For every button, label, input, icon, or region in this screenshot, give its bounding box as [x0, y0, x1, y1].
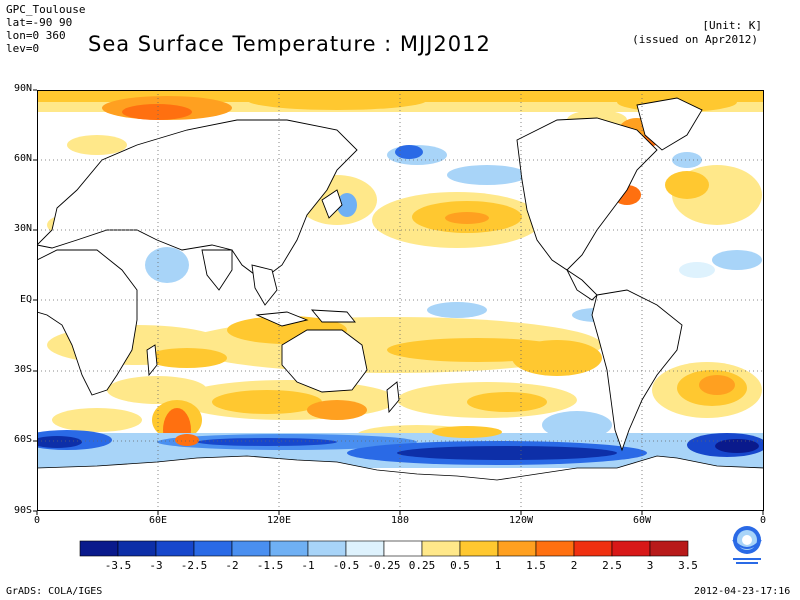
colorbar-tick-label: -1.5	[256, 559, 284, 572]
lat-label-60n: 60N	[13, 153, 32, 164]
colorbar-tick-label: -0.5	[332, 559, 360, 572]
lat-label-eq: EQ	[19, 294, 32, 305]
colorbar-swatch	[155, 540, 195, 557]
colorbar-tick-label: 2	[570, 559, 578, 572]
unit-label: [Unit: K]	[702, 19, 762, 32]
colorbar-tick-label: 3	[646, 559, 654, 572]
footer-credit: GrADS: COLA/IGES	[6, 586, 103, 597]
lev-label: lev=0	[6, 42, 40, 55]
colorbar-tick-label: 1.5	[526, 559, 546, 572]
colorbar-swatch	[383, 540, 423, 557]
colorbar-tick-label: 0.5	[450, 559, 470, 572]
colorbar-tick-label: 3.5	[678, 559, 698, 572]
colorbar-tick-label: 0.25	[408, 559, 436, 572]
southern-midlatitude-anomalies	[52, 362, 762, 455]
colorbar-swatch	[459, 540, 499, 557]
lon-label-0: 0	[33, 515, 41, 526]
sst-anomaly-map	[37, 90, 764, 511]
colorbar-tick-label: -2	[225, 559, 239, 572]
antarctica-land	[37, 455, 764, 511]
lon-label-0-east: 0	[759, 515, 767, 526]
lat-range-label: lat=-90 90	[6, 16, 73, 29]
colorbar-swatch	[421, 540, 461, 557]
colorbar-tick-label: 2.5	[602, 559, 622, 572]
colorbar-swatch	[269, 540, 309, 557]
colorbar-tick-label: -3	[149, 559, 163, 572]
lon-range-label: lon=0 360	[6, 29, 66, 42]
colorbar-swatch	[497, 540, 537, 557]
colorbar-tick-label: 1	[494, 559, 502, 572]
colorbar-swatch	[79, 540, 119, 557]
wmo-logo	[732, 526, 762, 564]
colorbar-swatch	[193, 540, 233, 557]
lon-label-180: 180	[390, 515, 410, 526]
north-pacific-anomalies	[145, 145, 542, 283]
map-title: Sea Surface Temperature : MJJ2012	[88, 32, 491, 56]
lon-label-60e: 60E	[148, 515, 168, 526]
lat-label-30n: 30N	[13, 223, 32, 234]
colorbar-swatch	[117, 540, 157, 557]
lon-label-120w: 120W	[508, 515, 534, 526]
colorbar-tick-label: -2.5	[180, 559, 208, 572]
colorbar-swatch	[611, 540, 651, 557]
lat-label-60s: 60S	[13, 434, 32, 445]
lon-label-60w: 60W	[632, 515, 652, 526]
map-frame	[37, 90, 764, 511]
lat-label-30s: 30S	[13, 364, 32, 375]
lon-label-120e: 120E	[266, 515, 292, 526]
colorbar-swatch	[231, 540, 271, 557]
colorbar-swatch	[649, 540, 689, 557]
footer-timestamp: 2012-04-23-17:16	[694, 586, 791, 597]
issued-label: (issued on Apr2012)	[632, 33, 758, 46]
colorbar-tick-label: -3.5	[104, 559, 132, 572]
source-label: GPC_Toulouse	[6, 3, 86, 16]
colorbar-swatch	[573, 540, 613, 557]
colorbar-swatch	[307, 540, 347, 557]
lat-label-90s: 90S	[13, 505, 32, 516]
colorbar-swatch	[535, 540, 575, 557]
colorbar-swatch	[345, 540, 385, 557]
colorbar-tick-label: -1	[301, 559, 315, 572]
colorbar-tick-label: -0.25	[367, 559, 401, 572]
lat-label-90n: 90N	[13, 83, 32, 94]
